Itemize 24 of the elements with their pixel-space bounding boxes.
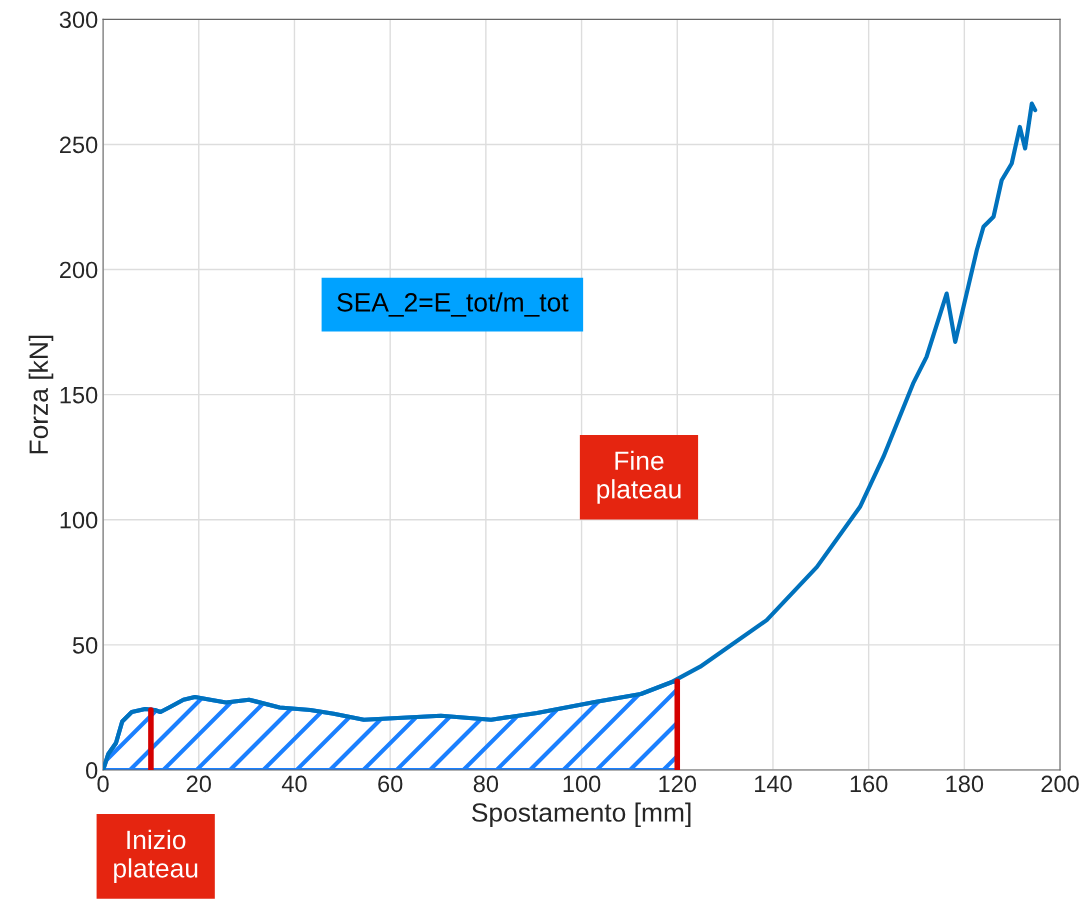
y-tick-label: 150 (60, 386, 98, 404)
y-tick-label: 0 (86, 762, 98, 779)
y-tick-label: 300 (59, 11, 98, 29)
text: Inizio plateau (114, 829, 198, 883)
annotation: Fine plateau (597, 450, 681, 504)
y-axis-title: Forza [kN] (28, 335, 54, 454)
y-tick-label: 200 (60, 261, 98, 279)
x-tick-label: 0 (97, 775, 109, 793)
line-series (103, 101, 1038, 771)
y-tick-label: 50 (72, 636, 98, 654)
x-tick-label: 160 (850, 775, 888, 793)
x-tick-label: 120 (659, 775, 697, 793)
x-tick-label: 140 (755, 775, 792, 793)
x-tick-label: 80 (473, 775, 499, 793)
x-axis-title: Spostamento [mm] (472, 802, 691, 828)
annotation: SEA_2=E_tot/m_tot (337, 292, 569, 317)
x-tick-label: 60 (378, 775, 403, 793)
x-tick-label: 200 (1041, 775, 1079, 793)
y-tick-label: 100 (60, 511, 98, 529)
x-tick-label: 180 (946, 775, 984, 793)
x-tick-label: 40 (281, 775, 307, 793)
x-tick-label: 20 (186, 775, 211, 793)
y-tick-label: 250 (60, 136, 98, 154)
x-tick-label: 100 (563, 775, 601, 793)
